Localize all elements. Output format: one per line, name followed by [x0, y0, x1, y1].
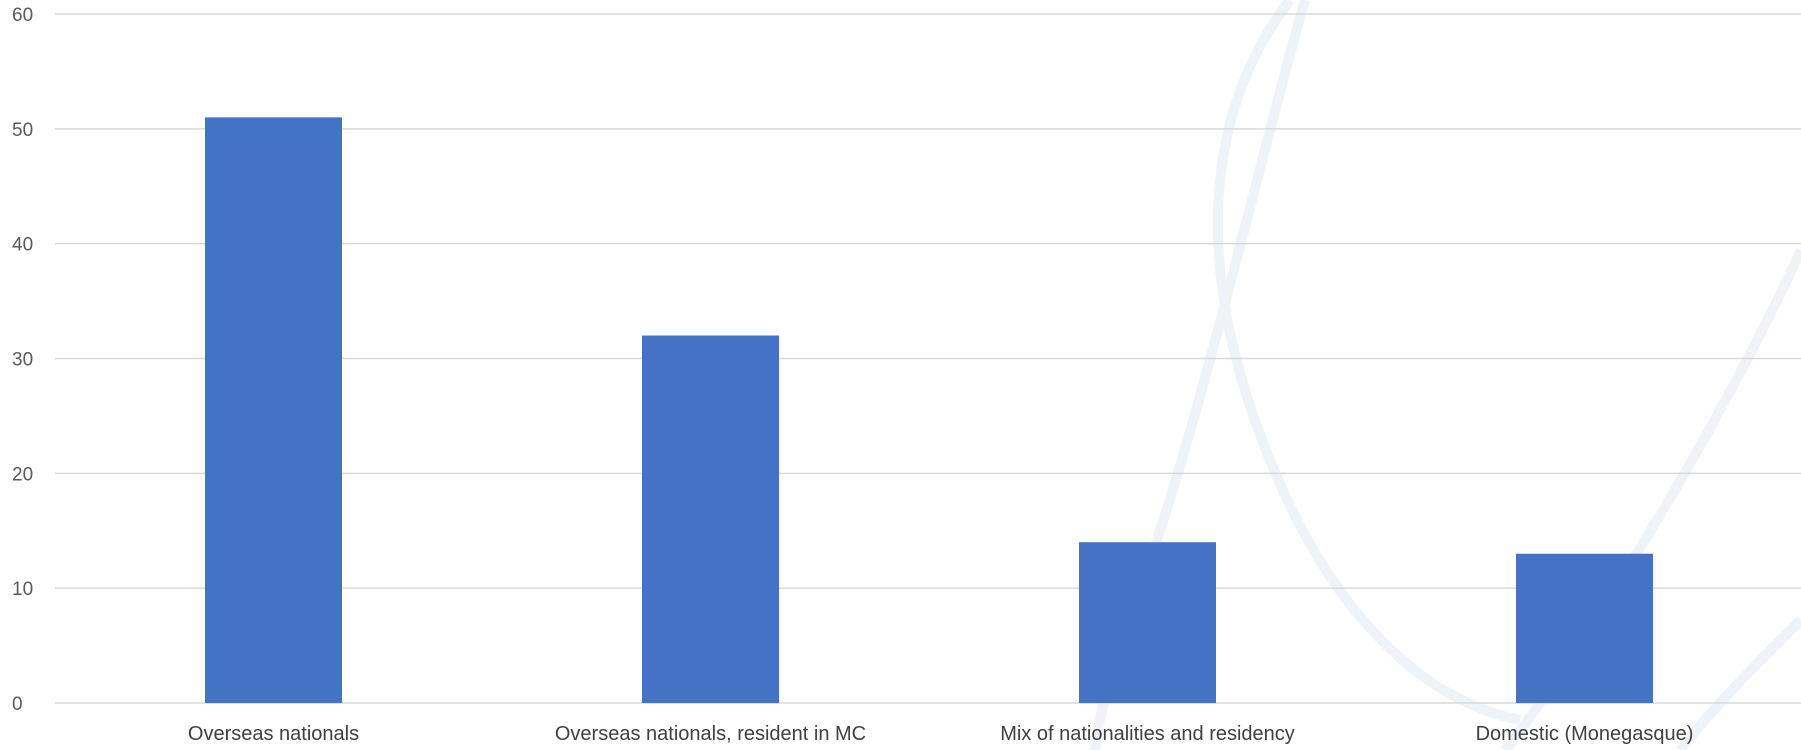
y-tick-label: 60 — [12, 5, 33, 26]
y-tick-label: 50 — [12, 120, 33, 141]
gridlines — [55, 13, 1801, 704]
y-tick-label: 20 — [12, 464, 33, 485]
y-tick-label: 0 — [12, 694, 23, 715]
bar-3 — [1516, 553, 1653, 703]
watermark-curve-2 — [1213, 0, 1521, 725]
bar-1 — [642, 335, 779, 703]
bars — [205, 117, 1653, 704]
y-axis-tick-labels: 0 10 20 30 40 50 60 — [12, 5, 33, 715]
x-category-label: Mix of nationalities and residency — [1000, 723, 1295, 745]
bar-0 — [205, 117, 342, 704]
y-tick-label: 30 — [12, 350, 33, 371]
y-tick-label: 10 — [12, 579, 33, 600]
x-category-label: Overseas nationals — [188, 723, 359, 745]
bar-2 — [1079, 542, 1216, 703]
x-category-label: Domestic (Monegasque) — [1476, 723, 1694, 745]
watermark-curve-4 — [1676, 616, 1801, 750]
y-tick-label: 40 — [12, 235, 33, 256]
x-axis-category-labels: Overseas nationals Overseas nationals, re… — [188, 723, 1694, 745]
x-category-label: Overseas nationals, resident in MC — [555, 723, 866, 745]
